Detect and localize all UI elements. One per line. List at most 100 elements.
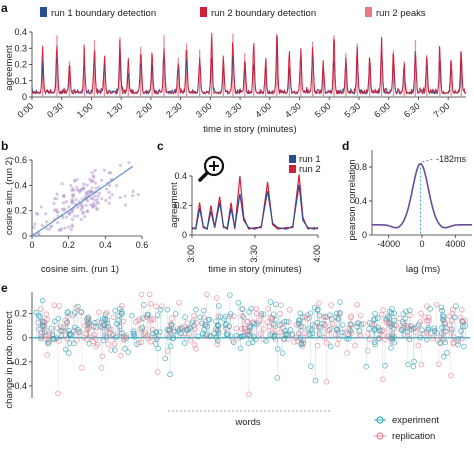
panel-b-ytick-label: 0.6: [14, 155, 27, 165]
panel-e-experiment-point: [157, 329, 163, 335]
panel-d-xtick-label: 0: [419, 239, 424, 249]
panel-a-xtick-label: 7:00: [432, 101, 452, 120]
panel-b-point: [118, 163, 123, 167]
panel-e-replication-point: [239, 312, 246, 319]
panel-e-experiment-point: [398, 326, 405, 333]
panel-b-point: [79, 188, 83, 192]
panel-letter-d: d: [342, 139, 349, 153]
panel-e-replication-point: [277, 311, 283, 317]
panel-e-replication-point: [187, 337, 194, 344]
panel-e-experiment-point: [237, 345, 244, 352]
panel-b-point: [40, 223, 44, 227]
panel-e-replication-point: [138, 291, 145, 298]
legend-run2-label: run 2 boundary detection: [211, 8, 316, 19]
panel-b-point: [85, 191, 89, 195]
panel-e-experiment-point: [258, 311, 265, 317]
panel-e-experiment-point: [222, 313, 229, 320]
panel-e-replication-point: [448, 372, 454, 379]
legend-experiment-label: experiment: [392, 415, 439, 426]
panel-e-experiment-point: [282, 327, 289, 334]
panel-e-experiment-point: [58, 327, 64, 334]
panel-e-experiment-point: [33, 309, 40, 316]
panel-e-experiment-point: [177, 326, 183, 333]
panel-a-xtick-label: 5:00: [313, 101, 333, 120]
panel-e-experiment-point: [122, 345, 128, 352]
panel-e-replication-point: [204, 291, 210, 298]
panel-e-experiment-point: [44, 340, 51, 346]
panel-e-experiment-point: [253, 336, 259, 343]
panel-a-xtick-label: 5:30: [342, 101, 362, 120]
panel-e-experiment-point: [223, 321, 229, 327]
panel-e-experiment-point: [100, 337, 107, 344]
panel-e-experiment-point: [314, 307, 321, 314]
panel-b-point: [75, 178, 79, 182]
panel-e-experiment-point: [164, 326, 171, 333]
panel-e-experiment-point: [37, 314, 43, 320]
panel-b-point: [76, 214, 80, 218]
panel-e-experiment-point: [273, 316, 279, 323]
panel-e-experiment-point: [270, 321, 277, 328]
panel-e-experiment-point: [240, 314, 247, 320]
panel-e-experiment-point: [77, 329, 83, 335]
panel-b-point: [61, 201, 66, 205]
panel-b-point: [83, 214, 87, 219]
panel-e-experiment-point: [440, 312, 446, 319]
panel-e-experiment-point: [248, 305, 255, 312]
panel-b-point: [100, 178, 104, 182]
panel-e-replication-point: [74, 337, 80, 344]
panel-d-annotation: -182ms: [436, 154, 467, 164]
panel-b-point: [82, 182, 86, 186]
panel-e-experiment-point: [363, 363, 369, 370]
panel-b-ylabel: cosine sim. (run 2): [4, 157, 15, 235]
panel-e-experiment-point: [298, 340, 305, 347]
panel-e-replication-point: [191, 342, 198, 348]
panel-b-point: [100, 196, 104, 201]
panel-b-ytick-label: 0.4: [14, 180, 27, 190]
legend-c-run2-label: run 2: [299, 164, 321, 175]
panel-e-experiment-point: [193, 306, 199, 313]
panel-e-experiment-point: [200, 307, 207, 314]
panel-e-experiment-point: [67, 331, 73, 337]
panel-b-point: [90, 196, 95, 200]
panel-e-experiment-point: [404, 328, 411, 335]
panel-e-experiment-point: [249, 339, 256, 345]
panel-e-experiment-point: [402, 315, 409, 322]
panel-e-replication-point: [136, 316, 143, 322]
panel-b-point: [52, 201, 56, 206]
panel-b-point: [47, 228, 51, 232]
panel-e-replication-point: [96, 309, 102, 316]
panel-b-point: [85, 210, 89, 214]
panel-e-plot: -0.4 -0.2 0 0.2: [11, 291, 470, 412]
panel-e-experiment-point: [245, 331, 251, 338]
panel-e-replication-point: [164, 348, 171, 354]
panel-e-replication-point: [314, 343, 321, 349]
panel-e-experiment-point: [216, 303, 222, 309]
panel-e-experiment-point: [167, 371, 173, 378]
panel-e-experiment-point: [461, 343, 467, 350]
panel-e-replication-point: [301, 330, 307, 337]
panel-a-ytick-label: 0.4: [14, 27, 27, 37]
panel-e-experiment-point: [237, 333, 244, 340]
panel-e-replication-point: [300, 324, 307, 330]
panel-e-experiment-point: [309, 322, 316, 328]
panel-b-point: [66, 225, 71, 229]
panel-e-experiment-point: [90, 323, 97, 330]
panel-b-point: [136, 192, 140, 197]
panel-e-experiment-point: [102, 311, 109, 318]
panel-b-point: [85, 183, 89, 187]
panel-a-run2-line: [31, 32, 467, 96]
panel-c-ytick-label: 0: [182, 230, 187, 240]
panel-e-replication-point: [73, 305, 79, 311]
panel-e-experiment-point: [455, 336, 462, 342]
panel-e-replication-point: [305, 312, 311, 318]
panel-e-replication-point: [43, 311, 50, 318]
panel-b-point: [110, 193, 114, 197]
panel-e-experiment-point: [405, 361, 411, 368]
panel-e-experiment-point: [459, 323, 466, 330]
panel-e-experiment-point: [55, 315, 62, 322]
panel-b-xtick-label: 0.2: [62, 240, 75, 250]
panel-e-experiment-point: [372, 316, 378, 322]
panel-e-replication-point: [428, 330, 434, 336]
panel-e-replication-point: [383, 319, 390, 326]
